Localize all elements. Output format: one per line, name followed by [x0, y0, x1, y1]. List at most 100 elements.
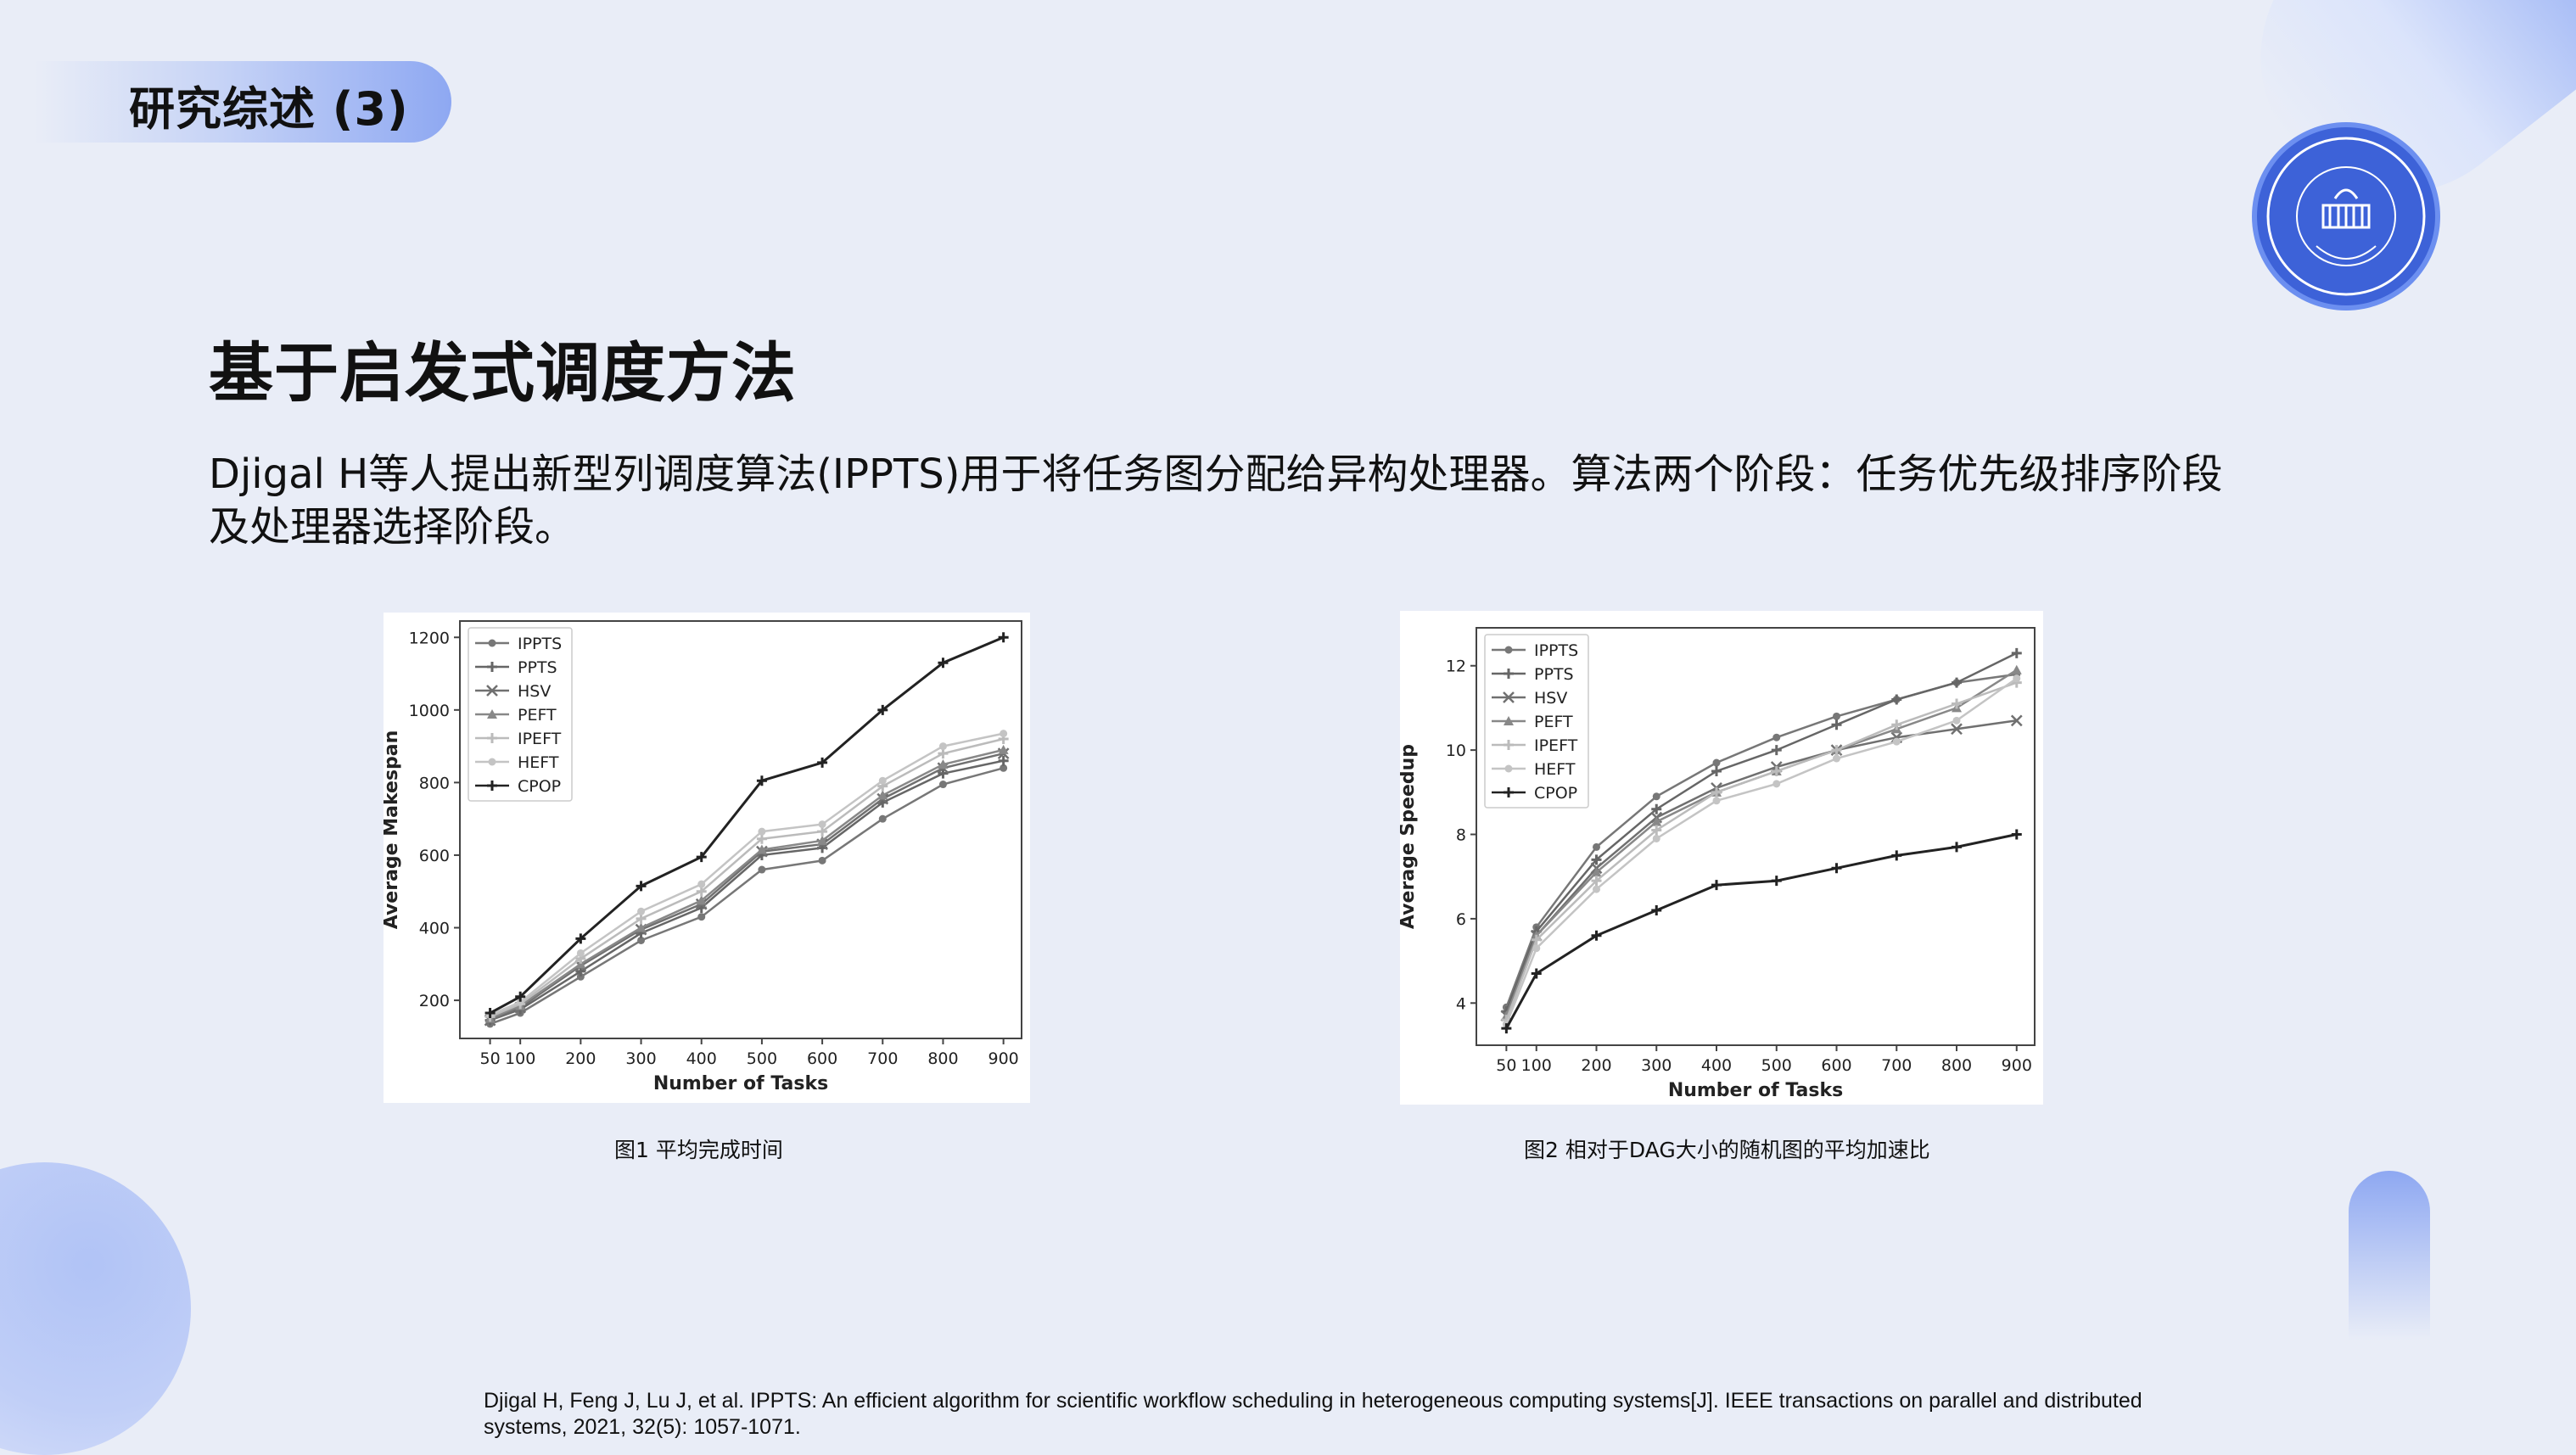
- data-point: [938, 758, 949, 769]
- y-axis-label: Average Speedup: [1400, 744, 1419, 929]
- x-tick-label: 400: [686, 1049, 717, 1068]
- x-tick-label: 700: [867, 1049, 898, 1068]
- data-point: [1891, 719, 1902, 730]
- data-point: [938, 658, 949, 669]
- data-point: [696, 852, 707, 863]
- legend-entry: HSV: [1534, 689, 1567, 708]
- data-point: [2013, 674, 2021, 683]
- data-point: [1000, 764, 1008, 772]
- data-point: [1952, 716, 1961, 725]
- data-point: [878, 814, 887, 823]
- makespan-chart: 50 100 200 300 400 500 600 700 800 900 200 400 600 80…: [384, 620, 1022, 1094]
- legend-entry: IPPTS: [1534, 641, 1578, 660]
- data-point: [938, 748, 949, 759]
- data-point: [1712, 758, 1721, 767]
- data-point: [877, 790, 888, 800]
- series-heft: [486, 730, 1008, 1019]
- data-point: [818, 856, 826, 865]
- data-point: [1651, 803, 1662, 814]
- data-point: [1892, 737, 1901, 746]
- data-point: [1532, 944, 1541, 953]
- y-tick-label: 600: [419, 847, 450, 865]
- legend-entry: IPPTS: [518, 635, 562, 653]
- data-point: [2011, 647, 2022, 658]
- x-tick-label: 100: [1521, 1056, 1552, 1075]
- data-point: [1891, 850, 1902, 861]
- data-point: [817, 835, 828, 845]
- data-point: [1891, 694, 1902, 705]
- y-tick-label: 6: [1456, 910, 1466, 929]
- x-tick-label: 800: [1941, 1056, 1972, 1075]
- data-point: [817, 826, 828, 837]
- series-cpop: [1501, 829, 2022, 1034]
- series-line: [1505, 652, 2018, 1012]
- makespan-chart-panel: 50 100 200 300 400 500 600 700 800 900 200 400 600 80…: [384, 613, 1030, 1103]
- legend-marker: [1504, 669, 1514, 679]
- series-line: [1505, 677, 2018, 1025]
- data-point: [1772, 780, 1781, 788]
- x-tick-label: 500: [1761, 1056, 1792, 1075]
- data-point: [758, 865, 766, 874]
- x-tick-label: 800: [927, 1049, 958, 1068]
- series-ipeft: [1501, 677, 2022, 1026]
- data-point: [756, 844, 767, 854]
- x-tick-label: 300: [625, 1049, 656, 1068]
- reference-citation: Djigal H, Feng J, Lu J, et al. IPPTS: An…: [484, 1389, 2142, 1439]
- data-point: [1771, 765, 1782, 776]
- y-tick-label: 8: [1456, 826, 1466, 845]
- y-axis-label: Average Makespan: [384, 730, 402, 930]
- university-seal-icon: [2257, 127, 2435, 305]
- data-point: [636, 913, 647, 924]
- data-point: [1591, 876, 1602, 887]
- data-point: [1652, 792, 1660, 801]
- x-tick-label: 400: [1701, 1056, 1732, 1075]
- series-line: [490, 759, 1004, 1021]
- data-point: [697, 913, 706, 921]
- data-point: [998, 632, 1009, 643]
- data-point: [1711, 765, 1722, 776]
- legend-entry: PPTS: [518, 658, 557, 677]
- series-line: [490, 752, 1004, 1021]
- data-point: [637, 936, 646, 944]
- y-tick-label: 200: [419, 992, 450, 1010]
- data-point: [637, 907, 646, 915]
- series-peft: [484, 744, 1009, 1023]
- data-point: [938, 781, 947, 789]
- legend-marker: [1504, 787, 1514, 797]
- series-line: [489, 635, 1005, 1015]
- x-tick-label: 200: [1581, 1056, 1611, 1075]
- data-point: [484, 1008, 496, 1019]
- legend-entry: HEFT: [1534, 760, 1576, 779]
- data-point: [817, 757, 828, 768]
- x-tick-label: 700: [1881, 1056, 1912, 1075]
- legend-marker: [487, 733, 497, 743]
- data-point: [1712, 797, 1721, 805]
- data-point: [516, 998, 524, 1006]
- x-tick-label: 50: [1496, 1056, 1516, 1075]
- data-point: [756, 833, 767, 844]
- legend-entry: CPOP: [518, 777, 561, 796]
- x-tick-label: 600: [1821, 1056, 1851, 1075]
- data-point: [1951, 723, 1963, 736]
- y-tick-label: 4: [1456, 994, 1466, 1013]
- figure-caption-2: 图2 相对于DAG大小的随机图的平均加速比: [1524, 1138, 1930, 1162]
- legend-entry: PEFT: [1534, 713, 1573, 731]
- series-line: [1505, 719, 2017, 1016]
- data-point: [696, 886, 707, 897]
- slide-paragraph: Djigal H等人提出新型列调度算法(IPPTS)用于将任务图分配给异构处理器…: [209, 450, 2223, 551]
- slide-heading: 基于启发式调度方法: [209, 335, 797, 411]
- data-point: [1591, 854, 1602, 865]
- y-tick-label: 800: [419, 774, 450, 792]
- x-tick-label: 50: [479, 1049, 500, 1068]
- legend-entry: CPOP: [1534, 784, 1577, 803]
- data-point: [636, 922, 647, 932]
- data-point: [1651, 825, 1662, 836]
- data-point: [1651, 816, 1662, 826]
- data-point: [515, 991, 526, 1002]
- decorative-pill: [2349, 1171, 2430, 1340]
- data-point: [1591, 867, 1602, 877]
- data-point: [1000, 730, 1008, 738]
- legend-entry: PEFT: [518, 706, 557, 725]
- x-tick-label: 600: [807, 1049, 837, 1068]
- data-point: [1531, 968, 1542, 979]
